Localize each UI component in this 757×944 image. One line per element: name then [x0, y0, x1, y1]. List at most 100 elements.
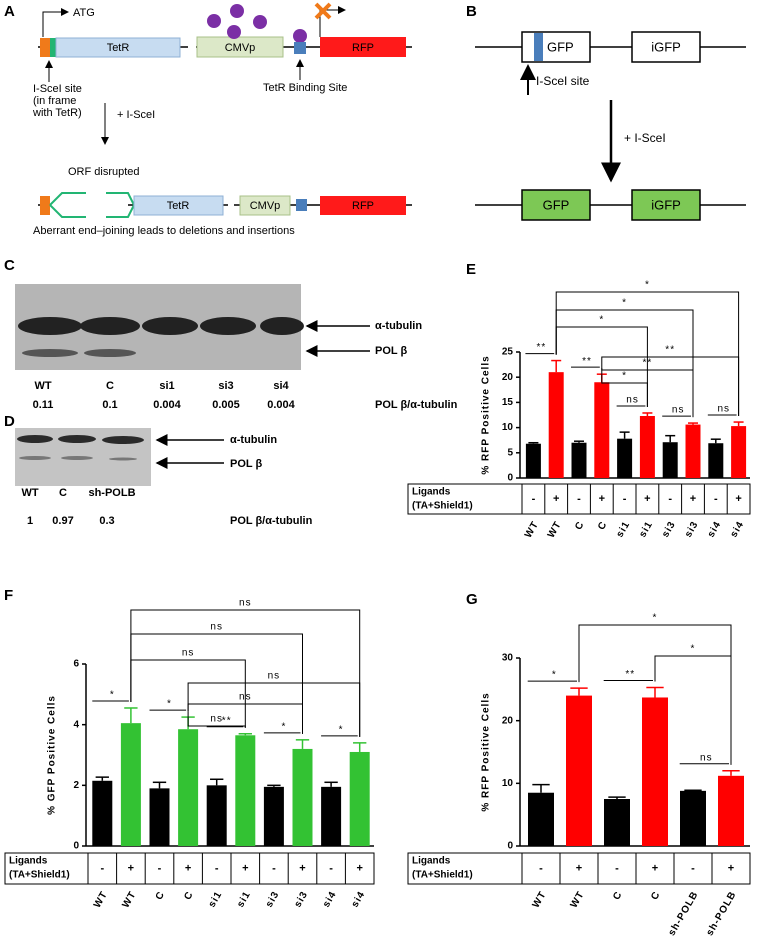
igfp-label: iGFP — [651, 39, 681, 54]
y-tick-label: 30 — [502, 653, 514, 664]
ligand-sign: + — [356, 862, 362, 874]
pair-label: ** — [536, 342, 546, 353]
ligand-sign: + — [735, 493, 741, 505]
ratio: 0.1 — [102, 399, 117, 411]
lane-label: si3 — [218, 380, 233, 392]
panel-letter: F — [4, 587, 13, 604]
bar — [206, 785, 227, 846]
comparison-bracket — [187, 703, 303, 734]
ligand-sign: + — [690, 493, 696, 505]
pair-label: ns — [626, 395, 639, 406]
x-tick-label: WT — [546, 519, 564, 540]
x-tick-label: sh-POLB — [666, 889, 700, 938]
x-tick-label: sh-POLB — [704, 889, 738, 938]
comparison-bracket — [130, 659, 246, 728]
bar — [594, 382, 610, 478]
x-tick-label: C — [611, 889, 625, 902]
ligand-sign: - — [615, 862, 619, 874]
panel-letter: C — [4, 257, 15, 274]
comparison-label: ** — [643, 358, 653, 369]
treatment-label: + I-SceI — [117, 109, 155, 121]
lane-label: WT — [21, 487, 38, 499]
caption: Aberrant end–joining leads to deletions … — [33, 225, 295, 237]
polb-bands — [22, 349, 136, 357]
polb-bands — [19, 456, 137, 461]
band-label: α-tubulin — [230, 434, 277, 446]
y-tick-label: 4 — [73, 719, 79, 730]
comparison-bracket — [601, 368, 648, 407]
panel-c: C α-tubulin POL β WT C si1 si3 si4 0.11 … — [4, 257, 458, 411]
y-tick-label: 20 — [502, 372, 514, 383]
ligand-table — [4, 852, 375, 885]
bar — [120, 723, 141, 846]
row-label: Ligands — [412, 487, 451, 498]
bar — [617, 438, 633, 478]
ligand-sign: + — [553, 493, 559, 505]
x-tick-label: si1 — [235, 889, 253, 909]
igfp-label: iGFP — [651, 197, 681, 212]
x-tick-label: si3 — [683, 519, 701, 539]
comparison-label: ns — [268, 671, 281, 682]
lane-label: WT — [34, 380, 51, 392]
gfp-label: GFP — [547, 39, 574, 54]
bar — [321, 786, 342, 846]
ligand-sign: - — [272, 862, 276, 874]
site-label: (in frame — [33, 95, 76, 107]
x-tick-label: C — [596, 519, 610, 532]
comparison-bracket — [187, 682, 361, 737]
tetr-label: TetR — [167, 200, 190, 212]
panel-letter: E — [466, 261, 476, 278]
x-tick-label: C — [154, 889, 168, 902]
comparison-label: ns — [210, 622, 223, 633]
disrupted-ends — [49, 192, 135, 218]
ratio: 0.004 — [153, 399, 181, 411]
x-tick-label: si3 — [264, 889, 282, 909]
tubulin-bands — [17, 435, 144, 444]
x-tick-label: si4 — [321, 889, 339, 909]
tetr-protein — [230, 4, 244, 18]
bar — [178, 729, 199, 846]
bar — [680, 790, 706, 846]
comparison-bracket — [187, 711, 246, 728]
panel-a: A ATG TetR CMVp RFP I-SceI site (in fram… — [4, 2, 412, 237]
panel-b: B GFP iGFP I-SceI site + I-SceI GFP iGFP — [466, 3, 746, 221]
x-tick-label: si4 — [729, 519, 747, 539]
frame-site — [50, 38, 56, 57]
y-tick-label: 0 — [507, 473, 513, 484]
ligand-sign: + — [728, 862, 734, 874]
lane-label: si4 — [273, 380, 289, 392]
igfp-box — [631, 31, 701, 63]
ligand-sign: + — [242, 862, 248, 874]
ligand-sign: - — [539, 862, 543, 874]
lane-label: C — [106, 380, 114, 392]
ligand-sign: + — [644, 493, 650, 505]
band-label: α-tubulin — [375, 320, 422, 332]
x-tick-label: si1 — [637, 519, 655, 539]
bar — [571, 442, 587, 478]
comparison-bracket — [654, 655, 732, 765]
ligand-sign: + — [299, 862, 305, 874]
ligand-sign: - — [215, 862, 219, 874]
pair-label: * — [339, 725, 344, 736]
tetr-protein — [253, 15, 267, 29]
comparison-label: ** — [665, 345, 675, 356]
bar — [662, 442, 678, 478]
comparison-label: ns — [182, 648, 195, 659]
ligand-sign: - — [668, 493, 672, 505]
comparison-label: ns — [239, 598, 252, 609]
bar — [718, 775, 744, 846]
binding-site — [294, 42, 306, 54]
treatment-label: + I-SceI — [624, 131, 666, 145]
bar — [263, 786, 284, 846]
pair-label: ns — [700, 752, 713, 763]
bar — [642, 697, 668, 846]
isce-site — [40, 38, 50, 57]
comparison-label: * — [653, 613, 658, 624]
ligand-sign: - — [714, 493, 718, 505]
cmvp-label: CMVp — [250, 200, 281, 212]
y-axis-label: % RFP Positive Cells — [481, 355, 492, 474]
panel-letter: D — [4, 413, 15, 430]
site-label: I-SceI site — [536, 74, 590, 88]
ratio: 1 — [27, 515, 33, 527]
